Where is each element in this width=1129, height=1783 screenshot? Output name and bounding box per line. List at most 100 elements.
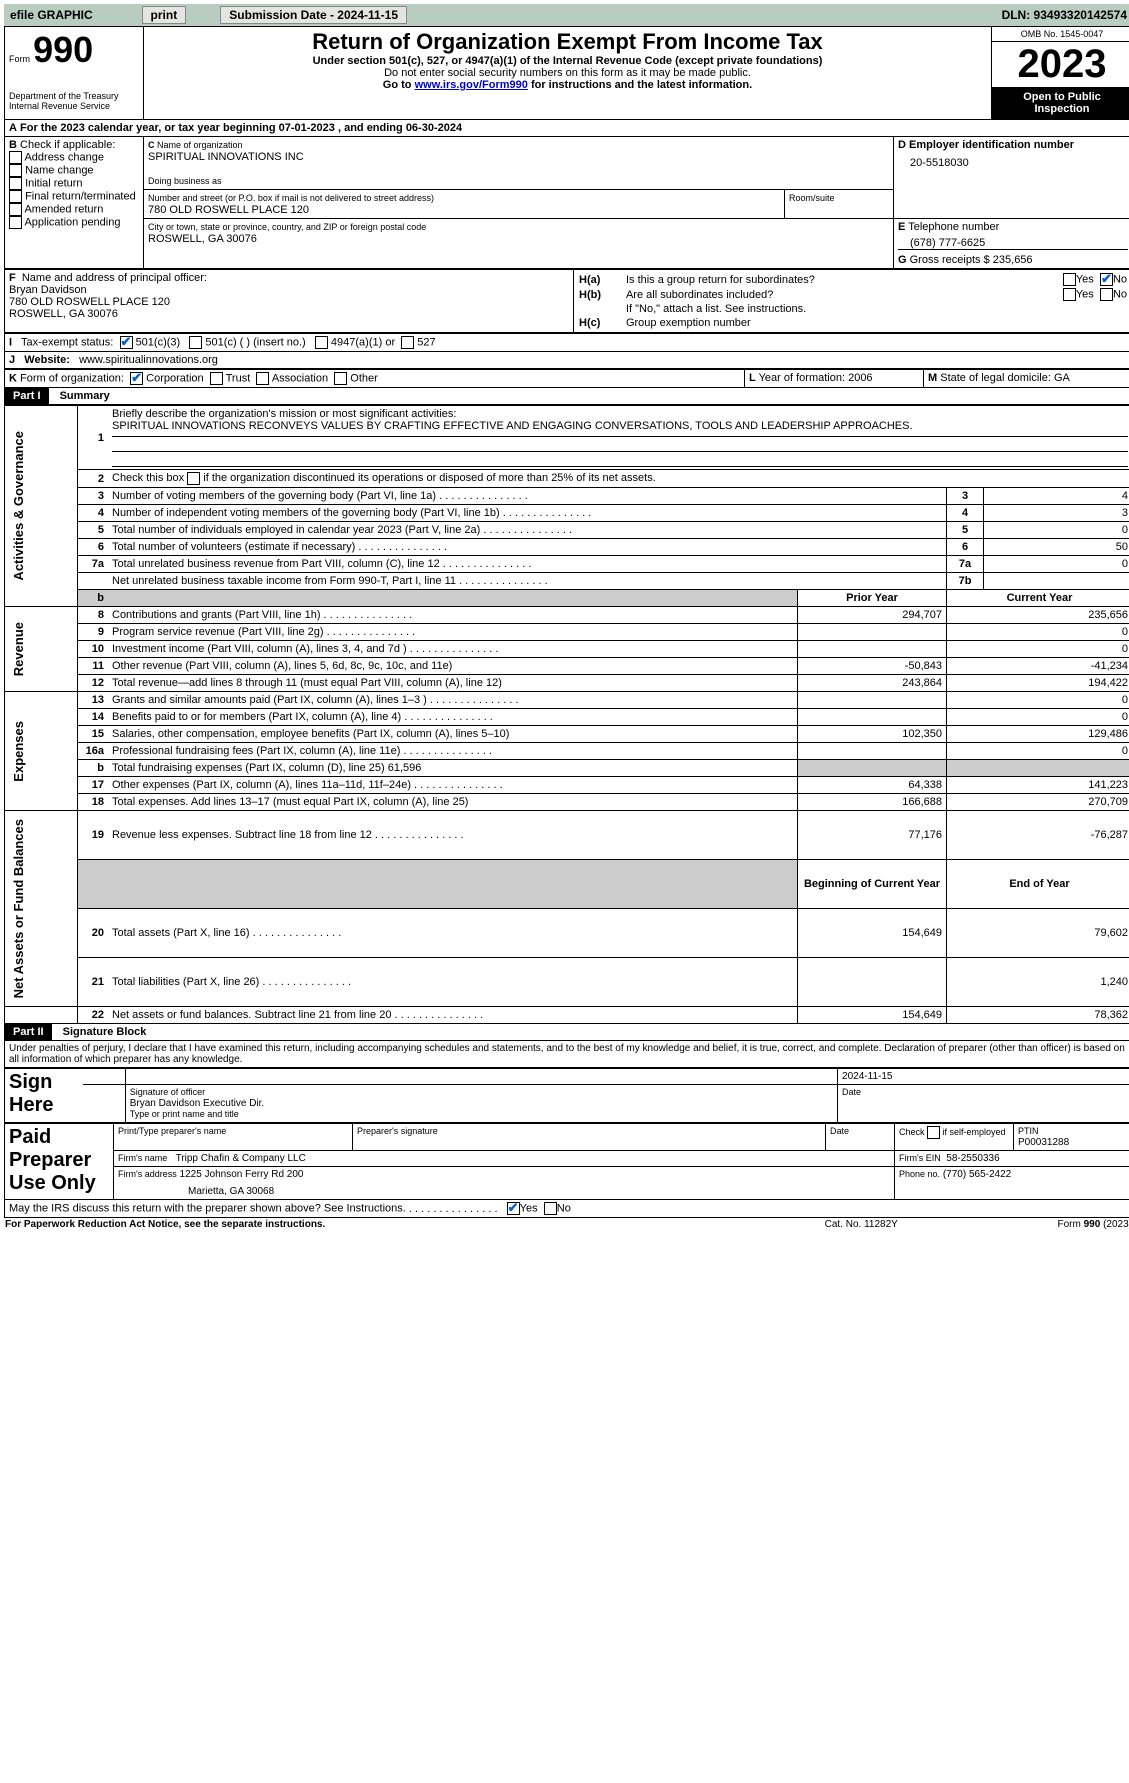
hb-note: If "No," attach a list. See instructions…: [625, 302, 1128, 316]
part1-title: Summary: [52, 390, 110, 402]
sig-label: Signature of officer: [130, 1087, 205, 1097]
chk-501c3[interactable]: [120, 336, 133, 349]
goto-prefix: Go to: [383, 79, 415, 91]
chk-amended[interactable]: [9, 203, 22, 216]
section-exp: Expenses: [9, 715, 28, 788]
o2: 501(c) ( ) (insert no.): [205, 336, 305, 348]
l2: Check this box if the organization disco…: [112, 472, 656, 484]
o4: 527: [417, 336, 435, 348]
l14: Benefits paid to or for members (Part IX…: [108, 709, 798, 726]
discuss-yes[interactable]: [507, 1202, 520, 1215]
l21: Total liabilities (Part X, line 26): [108, 958, 798, 1007]
lbl-pending: Application pending: [24, 216, 120, 228]
omb: OMB No. 1545-0047: [992, 27, 1129, 42]
ha-no[interactable]: [1100, 273, 1113, 286]
chk-initial[interactable]: [9, 177, 22, 190]
v7a: 0: [984, 556, 1129, 573]
org-name: SPIRITUAL INNOVATIONS INC: [148, 151, 304, 163]
p19: 77,176: [798, 811, 947, 860]
goto-link[interactable]: www.irs.gov/Form990: [415, 79, 528, 91]
l8: Contributions and grants (Part VIII, lin…: [108, 607, 798, 624]
city-label: City or town, state or province, country…: [148, 222, 426, 232]
l15: Salaries, other compensation, employee b…: [108, 726, 798, 743]
lbl-final: Final return/terminated: [25, 190, 136, 202]
chk-pending[interactable]: [9, 216, 22, 229]
l5: Total number of individuals employed in …: [108, 522, 947, 539]
c8: 235,656: [947, 607, 1129, 624]
dba-label: Doing business as: [148, 176, 222, 186]
v6: 50: [984, 539, 1129, 556]
firm-phone: (770) 565-2422: [943, 1169, 1011, 1180]
m-label: State of legal domicile:: [940, 372, 1051, 384]
city: ROSWELL, GA 30076: [148, 233, 257, 245]
year-formed: 2006: [848, 372, 872, 384]
room-label: Room/suite: [789, 193, 835, 203]
discuss-text: May the IRS discuss this return with the…: [9, 1203, 498, 1215]
chk-trust[interactable]: [210, 372, 223, 385]
v3: 4: [984, 488, 1129, 505]
dln: DLN: 93493320142574: [942, 4, 1129, 26]
c16a: 0: [947, 743, 1129, 760]
ha-yes[interactable]: [1063, 273, 1076, 286]
c18: 270,709: [947, 794, 1129, 811]
a-text: For the 2023 calendar year, or tax year …: [20, 122, 279, 134]
tax-year: 2023: [992, 42, 1129, 87]
chk-other[interactable]: [334, 372, 347, 385]
section-rev: Revenue: [9, 616, 28, 682]
chk-discontinued[interactable]: [187, 472, 200, 485]
chk-final[interactable]: [9, 190, 22, 203]
l1-label: Briefly describe the organization's miss…: [112, 408, 456, 420]
part2-header: Part II Signature Block: [4, 1024, 1129, 1041]
chk-527[interactable]: [401, 336, 414, 349]
pra: For Paperwork Reduction Act Notice, see …: [5, 1219, 325, 1230]
other: Other: [350, 372, 378, 384]
col-prior: Prior Year: [798, 590, 947, 607]
chk-assoc[interactable]: [256, 372, 269, 385]
c17: 141,223: [947, 777, 1129, 794]
discuss-no[interactable]: [544, 1202, 557, 1215]
hb-no[interactable]: [1100, 288, 1113, 301]
self-emp: Check if self-employed: [899, 1127, 1006, 1137]
hb-label: Are all subordinates included?: [625, 287, 999, 302]
chk-self-emp[interactable]: [927, 1126, 940, 1139]
officer-city: ROSWELL, GA 30076: [9, 308, 118, 320]
form-prefix: Form: [9, 54, 30, 64]
ha-label: Is this a group return for subordinates?: [625, 272, 999, 287]
l12: Total revenue—add lines 8 through 11 (mu…: [108, 675, 798, 692]
p10: [798, 641, 947, 658]
l7b: Net unrelated business taxable income fr…: [108, 573, 947, 590]
chk-address-change[interactable]: [9, 151, 22, 164]
prep-date-label: Date: [830, 1126, 849, 1136]
l6: Total number of volunteers (estimate if …: [108, 539, 947, 556]
sign-here: Sign Here: [9, 1071, 79, 1117]
subtitle2: Do not enter social security numbers on …: [148, 67, 987, 79]
p20: 154,649: [798, 909, 947, 958]
l18: Total expenses. Add lines 13–17 (must eq…: [108, 794, 798, 811]
chk-name-change[interactable]: [9, 164, 22, 177]
print-button[interactable]: print: [142, 6, 187, 24]
l19: Revenue less expenses. Subtract line 18 …: [108, 811, 798, 860]
g-label: Gross receipts $: [910, 254, 990, 266]
c20: 79,602: [947, 909, 1129, 958]
lbl-name: Name change: [25, 164, 94, 176]
prep-name-label: Print/Type preparer's name: [118, 1126, 226, 1136]
c10: 0: [947, 641, 1129, 658]
period-begin: 07-01-2023: [279, 122, 335, 134]
inspection-badge: Open to Public Inspection: [992, 87, 1129, 119]
chk-4947[interactable]: [315, 336, 328, 349]
l16b: Total fundraising expenses (Part IX, col…: [108, 760, 798, 777]
l4: Number of independent voting members of …: [108, 505, 947, 522]
hb-yes[interactable]: [1063, 288, 1076, 301]
firm-name: Tripp Chafin & Company LLC: [176, 1153, 306, 1164]
c19: -76,287: [947, 811, 1129, 860]
chk-501c[interactable]: [189, 336, 202, 349]
v7b: [984, 573, 1129, 590]
chk-corp[interactable]: [130, 372, 143, 385]
e-label: Telephone number: [908, 221, 999, 233]
date-label: Date: [842, 1087, 861, 1097]
part1-header: Part I Summary: [4, 388, 1129, 405]
p16a: [798, 743, 947, 760]
p22: 154,649: [798, 1007, 947, 1024]
c21: 1,240: [947, 958, 1129, 1007]
corp: Corporation: [146, 372, 203, 384]
